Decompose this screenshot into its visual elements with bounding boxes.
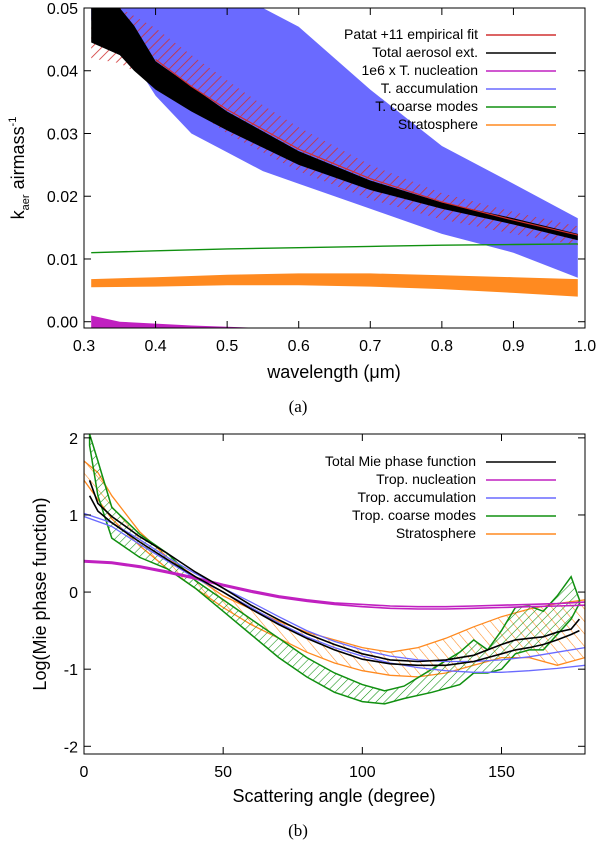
legend-b-item-stratosphere: Stratosphere	[396, 525, 556, 541]
x-tick-label: 1.0	[574, 338, 596, 355]
y-tick-label: 0	[69, 585, 78, 602]
legend-a-item-nucleation: 1e6 x T. nucleation	[362, 62, 556, 78]
y-tick-label: 1	[69, 508, 78, 525]
y-label-sub-a: aer	[20, 194, 32, 210]
legend-a-label: Stratosphere	[398, 116, 478, 132]
x-tick-label: 0.6	[288, 338, 310, 355]
x-ticks-a: 0.3 0.4 0.5 0.6 0.7 0.8 0.9 1.0	[73, 8, 596, 355]
chart-b: 0 50 100 150 -2 -1 0 1 2 Scattering angle (degr…	[30, 431, 586, 840]
caption-b: (b)	[288, 821, 308, 840]
legend-a-item-accumulation: T. accumulation	[381, 80, 556, 96]
x-tick-label: 0.3	[73, 338, 95, 355]
caption-a: (a)	[289, 397, 308, 416]
y-tick-label: 2	[69, 431, 78, 448]
accumulation-curves-b	[84, 512, 585, 673]
legend-b-label: Stratosphere	[396, 525, 476, 541]
legend-a-label: Total aerosol ext.	[372, 44, 478, 60]
legend-a-item-patat: Patat +11 empirical fit	[344, 26, 556, 42]
patat-fit-band	[91, 8, 578, 246]
x-tick-label: 50	[214, 764, 232, 781]
legend-b-item-total: Total Mie phase function	[325, 453, 556, 469]
plot-frame-b	[83, 433, 586, 755]
legend-a: Patat +11 empirical fit Total aerosol ex…	[344, 26, 556, 132]
x-axis-label-b: Scattering angle (degree)	[232, 786, 435, 806]
legend-b-item-coarse: Trop. coarse modes	[352, 507, 556, 523]
y-tick-label: -2	[64, 739, 78, 756]
legend-a-label: 1e6 x T. nucleation	[362, 62, 479, 78]
total-mie-curves-b	[88, 480, 581, 667]
y-tick-label: 0.05	[47, 1, 78, 18]
y-axis-label-a: kaer airmass-1	[7, 117, 32, 220]
x-tick-label: 0.5	[216, 338, 238, 355]
y-tick-label: 0.01	[47, 252, 78, 269]
legend-a-label: T. coarse modes	[375, 98, 478, 114]
legend-b-label: Trop. nucleation	[376, 471, 476, 487]
y-tick-label: 0.03	[47, 126, 78, 143]
coarse-modes-band-b	[88, 434, 581, 705]
x-tick-label: 0.9	[502, 338, 524, 355]
legend-b: Total Mie phase function Trop. nucleatio…	[325, 453, 556, 541]
legend-a-item-coarse: T. coarse modes	[375, 98, 556, 114]
legend-b-label: Trop. coarse modes	[352, 507, 476, 523]
chart-a: 0.3 0.4 0.5 0.6 0.7 0.8 0.9 1.0 0.000.010.020.0…	[7, 1, 596, 416]
y-ticks-b: -2 -1 0 1 2	[64, 431, 585, 756]
y-label-main-a: k	[8, 209, 28, 219]
y-ticks-a: 0.00 0.01 0.02 0.03 0.04 0.05	[47, 1, 585, 332]
legend-b-label: Total Mie phase function	[325, 453, 476, 469]
x-tick-label: 0.8	[431, 338, 453, 355]
x-axis-label-a: wavelength (μm)	[266, 362, 400, 382]
nucleation-curves-b	[84, 559, 585, 610]
legend-a-item-total: Total aerosol ext.	[372, 44, 556, 60]
legend-a-label: Patat +11 empirical fit	[344, 26, 478, 42]
y-tick-label: 0.00	[47, 315, 78, 332]
total-aerosol-line	[155, 59, 578, 236]
y-tick-label: 0.02	[47, 189, 78, 206]
x-tick-label: 150	[488, 764, 515, 781]
y-label-sup-a: -1	[7, 117, 19, 127]
legend-a-item-stratosphere: Stratosphere	[398, 116, 556, 132]
plot-frame-a	[83, 7, 586, 329]
legend-b-label: Trop. accumulation	[357, 489, 476, 505]
x-tick-label: 0	[80, 764, 89, 781]
x-tick-label: 0.4	[144, 338, 166, 355]
x-tick-label: 0.7	[359, 338, 381, 355]
legend-b-item-accumulation: Trop. accumulation	[357, 489, 556, 505]
y-tick-label: 0.04	[47, 64, 78, 81]
y-label-rest-a: airmass	[8, 126, 28, 194]
legend-a-label: T. accumulation	[381, 80, 478, 96]
legend-b-item-nucleation: Trop. nucleation	[376, 471, 556, 487]
y-axis-label-b: Log(Mie phase function)	[30, 497, 50, 690]
nucleation-band	[91, 315, 263, 328]
x-tick-label: 100	[349, 764, 376, 781]
y-tick-label: -1	[64, 662, 78, 679]
coarse-modes-line	[91, 243, 578, 254]
x-ticks-b: 0 50 100 150	[80, 434, 515, 781]
stratosphere-band	[91, 273, 578, 297]
